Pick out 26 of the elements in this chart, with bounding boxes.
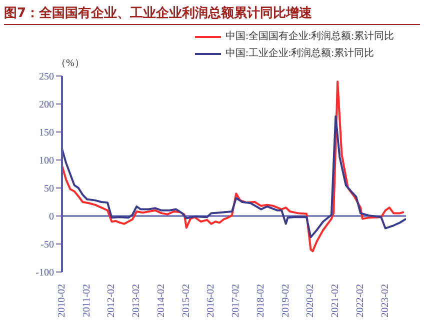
y-tick-label: 150: [39, 128, 54, 139]
y-tick-label: -100: [36, 268, 54, 279]
y-tick-label: 250: [39, 72, 54, 83]
x-tick-label: 2021-02: [330, 284, 342, 318]
y-axis-title: （%）: [56, 57, 84, 70]
legend-label: 中国:全国国有企业:利润总额:累计同比: [226, 30, 394, 44]
y-tick-label: 50: [44, 184, 54, 195]
x-tick-label: 2022-02: [355, 284, 366, 318]
x-tick-label: 2014-02: [156, 284, 167, 318]
x-tick-label: 2013-02: [131, 284, 142, 318]
x-tick-label: 2020-02: [305, 284, 316, 318]
y-tick-label: 0: [49, 212, 54, 223]
x-tick-label: 2010-02: [56, 284, 68, 318]
x-tick-label: 2023-02: [380, 284, 391, 318]
x-tick-label: 2019-02: [280, 284, 292, 318]
x-tick-label: 2016-02: [206, 284, 217, 318]
x-tick-label: 2018-02: [256, 284, 267, 318]
y-tick-label: -50: [40, 240, 54, 251]
legend-label: 中国:工业企业:利润总额:累计同比: [226, 46, 374, 61]
x-tick-label: 2017-02: [230, 284, 242, 318]
x-tick-label: 2015-02: [180, 284, 192, 318]
y-tick-label: 200: [39, 100, 54, 111]
y-tick-label: 100: [39, 156, 54, 167]
x-tick-label: 2011-02: [81, 284, 92, 317]
x-tick-label: 2012-02: [106, 284, 118, 318]
chart-title: 图7：全国国有企业、工业企业利润总额累计同比增速: [4, 4, 312, 22]
